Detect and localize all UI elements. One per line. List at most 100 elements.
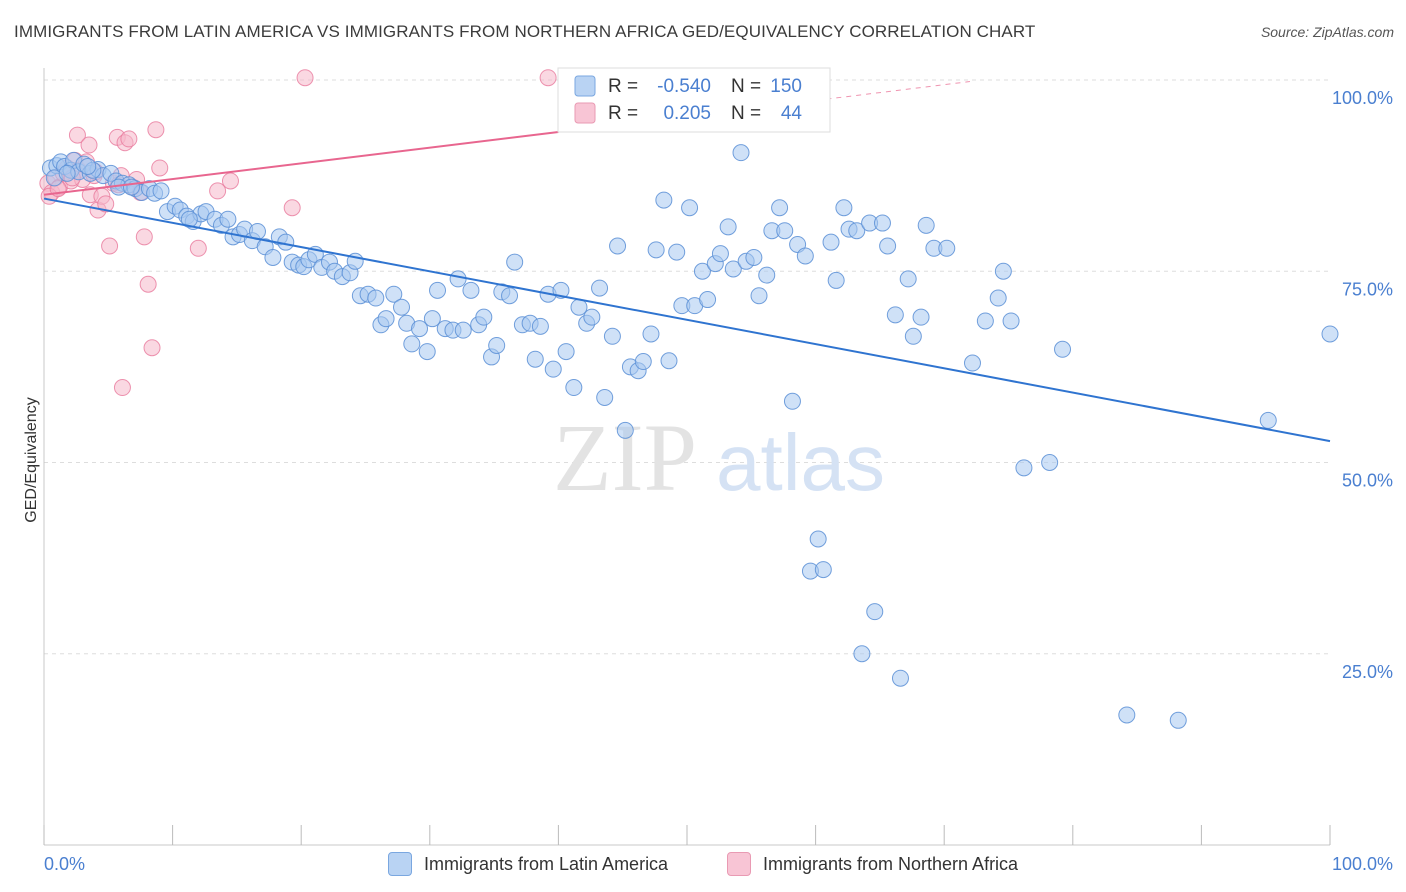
data-point-northern-africa [101, 237, 119, 255]
data-point-latin-america [411, 320, 429, 338]
data-point-northern-africa [283, 199, 301, 217]
data-point-latin-america [596, 388, 614, 406]
data-point-northern-africa [139, 275, 157, 293]
data-point-latin-america [462, 281, 480, 299]
data-point-latin-america [583, 308, 601, 326]
data-point-latin-america [429, 281, 447, 299]
watermark-atlas: atlas [716, 418, 885, 507]
data-point-northern-africa [147, 121, 165, 139]
stats-legend-swatch [574, 75, 596, 97]
y-tick-label: 100.0% [1332, 88, 1393, 108]
data-point-latin-america [699, 291, 717, 309]
data-point-latin-america [501, 287, 519, 305]
data-point-northern-africa [135, 228, 153, 246]
data-point-latin-america [822, 233, 840, 251]
data-point-latin-america [79, 157, 97, 175]
legend-swatch-pink [727, 852, 751, 876]
data-point-latin-america [1321, 325, 1339, 343]
data-point-northern-africa [189, 239, 207, 257]
y-tick-label: 50.0% [1342, 471, 1393, 491]
data-point-latin-america [403, 335, 421, 353]
data-point-latin-america [1169, 711, 1187, 729]
data-point-latin-america [994, 262, 1012, 280]
data-point-latin-america [917, 216, 935, 234]
data-point-latin-america [848, 222, 866, 240]
data-point-latin-america [506, 253, 524, 271]
data-point-latin-america [899, 270, 917, 288]
data-point-northern-africa [151, 159, 169, 177]
legend-label-northern-africa: Immigrants from Northern Africa [763, 853, 1019, 874]
data-point-latin-america [544, 360, 562, 378]
x-tick-label: 100.0% [1332, 854, 1393, 874]
data-point-latin-america [693, 262, 711, 280]
data-point-latin-america [758, 266, 776, 284]
trendline-northern-africa [43, 131, 559, 196]
data-point-latin-america [835, 199, 853, 217]
data-point-latin-america [609, 237, 627, 255]
data-point-latin-america [565, 379, 583, 397]
data-point-latin-america [642, 325, 660, 343]
data-point-latin-america [879, 237, 897, 255]
data-point-latin-america [809, 530, 827, 548]
data-point-latin-america [475, 308, 493, 326]
data-point-latin-america [591, 279, 609, 297]
data-point-latin-america [449, 270, 467, 288]
data-point-latin-america [904, 327, 922, 345]
source-label: Source: ZipAtlas.com [1260, 24, 1394, 40]
y-tick-label: 75.0% [1342, 279, 1393, 299]
data-point-northern-africa [143, 339, 161, 357]
data-point-latin-america [1054, 340, 1072, 358]
series-northern-africa-points [39, 69, 557, 397]
data-point-northern-africa [113, 379, 131, 397]
legend-swatch-blue [388, 852, 412, 876]
data-point-latin-america [814, 561, 832, 579]
data-point-northern-africa [97, 195, 115, 213]
stats-n-value: 150 [770, 76, 802, 97]
data-point-northern-africa [80, 136, 98, 154]
data-point-latin-america [827, 271, 845, 289]
data-point-latin-america [526, 350, 544, 368]
data-point-latin-america [264, 248, 282, 266]
stats-n-label: N = [731, 76, 761, 97]
y-axis-label: GED/Equivalency [23, 397, 40, 522]
data-point-northern-africa [296, 69, 314, 87]
data-point-latin-america [724, 260, 742, 278]
data-point-latin-america [668, 243, 686, 261]
data-point-latin-america [219, 210, 237, 228]
data-point-latin-america [1015, 459, 1033, 477]
data-point-latin-america [1002, 312, 1020, 330]
data-point-latin-america [853, 645, 871, 663]
x-tick-label: 0.0% [44, 854, 85, 874]
data-point-latin-america [1118, 706, 1136, 724]
data-point-latin-america [152, 182, 170, 200]
data-point-latin-america [711, 245, 729, 263]
data-point-latin-america [1259, 411, 1277, 429]
data-point-latin-america [557, 343, 575, 361]
data-point-latin-america [938, 239, 956, 257]
data-point-latin-america [122, 178, 140, 196]
data-point-northern-africa [68, 126, 86, 144]
legend-item-northern-africa: Immigrants from Northern Africa [727, 852, 1018, 876]
stats-n-label: N = [731, 103, 761, 124]
stats-r-value: 0.205 [663, 103, 711, 124]
data-point-latin-america [886, 306, 904, 324]
bottom-legend: Immigrants from Latin America Immigrants… [0, 852, 1406, 878]
stats-n-value: 44 [781, 103, 803, 124]
data-point-latin-america [655, 191, 673, 209]
data-point-latin-america [976, 312, 994, 330]
data-point-latin-america [418, 343, 436, 361]
data-point-latin-america [796, 247, 814, 265]
data-point-latin-america [647, 241, 665, 259]
stats-r-value: -0.540 [657, 76, 711, 97]
watermark-zip: ZIP [553, 404, 697, 511]
data-point-latin-america [531, 317, 549, 335]
data-point-latin-america [454, 321, 472, 339]
stats-r-label: R = [608, 76, 638, 97]
data-point-latin-america [989, 289, 1007, 307]
data-point-latin-america [681, 199, 699, 217]
data-point-latin-america [603, 327, 621, 345]
stats-legend-box [557, 67, 831, 133]
data-point-latin-america [866, 603, 884, 621]
data-point-latin-america [963, 354, 981, 372]
data-point-latin-america [776, 222, 794, 240]
